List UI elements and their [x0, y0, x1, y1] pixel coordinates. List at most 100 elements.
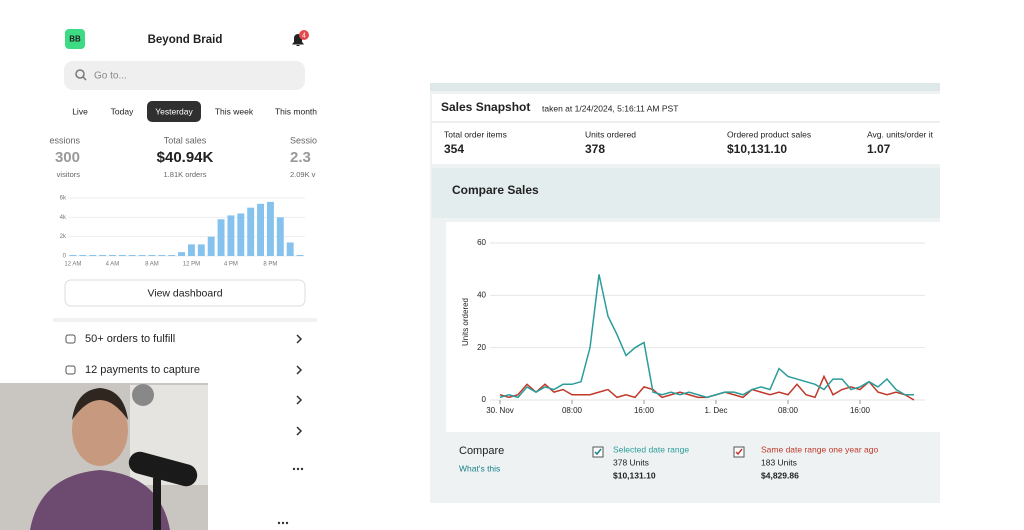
x-tick-label: 12 PM	[183, 262, 200, 268]
y-tick-label: 20	[477, 343, 486, 352]
tab[interactable]: This week	[215, 106, 254, 116]
dashboard-button[interactable]	[64, 279, 306, 307]
last-year-label: Same date range one year ago	[761, 444, 878, 454]
chevron[interactable]	[296, 365, 303, 375]
y-tick-label: 4k	[60, 215, 67, 221]
tab[interactable]: This month	[275, 106, 317, 116]
bar-chart: 0 2k 4k 6k 12 AM 4 AM 8 AM 12 PM 4 PM 8 PM	[60, 196, 305, 268]
x-tick-label: 30. Nov	[486, 406, 514, 415]
avatar[interactable]	[65, 29, 85, 49]
x-tick-label: 08:00	[562, 406, 583, 415]
button-label: View dashboard	[147, 287, 222, 299]
badge-count: 4	[302, 32, 306, 39]
compare-header	[432, 168, 940, 218]
search-icon	[75, 69, 85, 79]
stat-label: Sessio	[290, 135, 317, 145]
webcam-person	[72, 394, 128, 466]
stat-label: Total sales	[164, 135, 207, 145]
more-dot[interactable]	[300, 467, 304, 471]
tab[interactable]: Yesterday	[155, 106, 193, 116]
tasks: 50+ orders to fulfill 12 payments to capt…	[65, 333, 304, 525]
chevron[interactable]	[296, 426, 303, 436]
metric-label: Total order items	[444, 129, 507, 139]
checkmark	[594, 448, 602, 456]
tab-active[interactable]	[147, 101, 201, 122]
webcam-person	[72, 388, 128, 420]
more-dot[interactable]	[285, 521, 289, 525]
more-dot[interactable]	[292, 467, 296, 471]
search-icon	[82, 76, 87, 81]
more-dot[interactable]	[296, 467, 300, 471]
search-box[interactable]	[64, 61, 305, 90]
more-dot[interactable]	[277, 521, 281, 525]
x-tick-label: 1. Dec	[704, 406, 727, 415]
more-dot[interactable]	[281, 521, 285, 525]
metric-value: 378	[585, 142, 605, 156]
tab[interactable]: Live	[72, 106, 88, 116]
stat-value: 2.3	[290, 149, 311, 166]
webcam-mic	[153, 478, 161, 530]
chevron[interactable]	[296, 334, 303, 344]
x-tick-label: 16:00	[850, 406, 871, 415]
bar	[247, 207, 255, 256]
metric-value: $10,131.10	[727, 142, 787, 156]
selected-units: 378 Units	[613, 457, 649, 467]
bar	[237, 213, 245, 256]
compare-title: Compare Sales	[452, 183, 539, 197]
x-tick-label: 8 AM	[145, 262, 159, 268]
stat-label: essions	[49, 135, 80, 145]
metric-label: Avg. units/order it	[867, 129, 934, 139]
snapshot-taken: taken at 1/24/2024, 5:16:11 AM PST	[542, 103, 678, 113]
bar	[158, 255, 166, 256]
x-tick-label: 4 AM	[106, 262, 120, 268]
y-tick-label: 6k	[60, 196, 67, 202]
bar	[168, 255, 176, 256]
bar	[187, 244, 195, 256]
snapshot-top	[430, 83, 940, 91]
bar	[257, 203, 265, 256]
stats: essions 300 visitors Total sales $40.94K 1.81…	[49, 135, 317, 179]
bar	[118, 255, 126, 256]
line-chart: Units ordered 0 20 40 60 30. Nov 08:00 16:00 1. …	[461, 238, 925, 415]
bar	[89, 255, 97, 256]
bar	[276, 217, 284, 256]
task[interactable]: 50+ orders to fulfill	[85, 333, 175, 345]
task[interactable]: 12 payments to capture	[85, 364, 200, 376]
tabs: Live Today Yesterday This week This month	[72, 106, 317, 116]
bar	[108, 255, 116, 256]
snapshot-header	[432, 94, 940, 164]
stat-sub: 1.81K orders	[164, 170, 207, 179]
y-axis-label: Units ordered	[461, 298, 470, 346]
bar	[79, 255, 87, 256]
webcam-clock	[132, 384, 154, 406]
y-tick-label: 0	[63, 254, 67, 260]
stat-sub: 2.09K v	[290, 170, 316, 179]
bar	[138, 255, 146, 256]
bar	[217, 219, 225, 256]
line-series	[499, 274, 914, 399]
search-placeholder: Go to...	[94, 71, 127, 82]
whats-this-link[interactable]: What's this	[459, 463, 500, 473]
x-tick-label: 16:00	[634, 406, 655, 415]
bar	[197, 244, 205, 256]
bar	[296, 255, 304, 256]
tab[interactable]: Today	[111, 106, 134, 116]
snapshot-title: Sales Snapshot	[441, 100, 530, 114]
x-tick-label: 12 AM	[64, 262, 81, 268]
stat-value: $40.94K	[157, 149, 214, 166]
checkmark	[735, 448, 743, 456]
divider	[53, 318, 317, 322]
last-year-sales: $4,829.86	[761, 470, 799, 480]
stat-sub: visitors	[57, 170, 81, 179]
y-tick-label: 0	[482, 395, 487, 404]
stat-value: 300	[55, 149, 80, 166]
selected-sales: $10,131.10	[613, 470, 656, 480]
metric-value: 354	[444, 142, 464, 156]
webcam-person	[30, 470, 170, 530]
chevron[interactable]	[296, 395, 303, 405]
x-tick-label: 8 PM	[263, 262, 277, 268]
metric-label: Ordered product sales	[727, 129, 811, 139]
badge	[299, 30, 309, 40]
